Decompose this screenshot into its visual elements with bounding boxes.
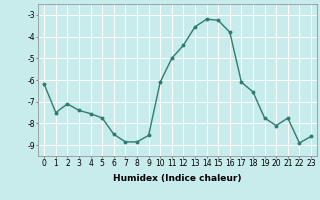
X-axis label: Humidex (Indice chaleur): Humidex (Indice chaleur) — [113, 174, 242, 183]
